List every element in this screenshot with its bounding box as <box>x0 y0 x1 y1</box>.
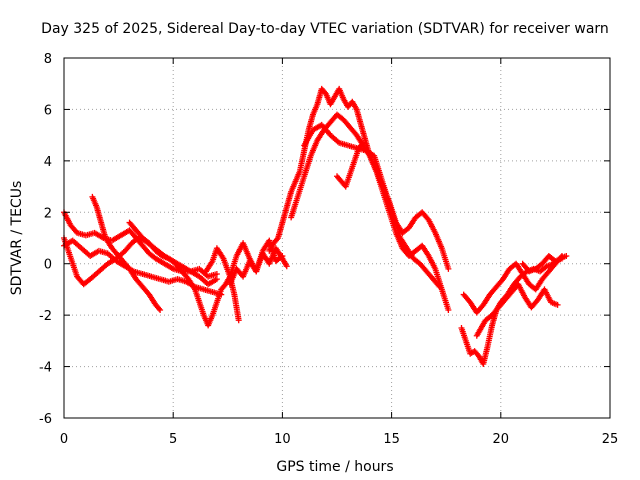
data-point <box>213 271 220 277</box>
series-track-1 <box>61 209 220 280</box>
chart-title: Day 325 of 2025, Sidereal Day-to-day VTE… <box>41 21 609 37</box>
data-point <box>273 236 280 243</box>
data-point <box>283 263 290 270</box>
series-track-14 <box>473 281 561 339</box>
data-point <box>360 139 367 146</box>
data-point <box>445 265 452 272</box>
x-tick-label: 5 <box>169 432 177 447</box>
data-point <box>235 317 242 324</box>
x-tick-label: 25 <box>602 432 619 447</box>
plot-frame <box>63 57 611 419</box>
y-axis-label: SDTVAR / TECUs <box>9 181 25 296</box>
data-point <box>435 282 442 289</box>
data-points <box>61 85 570 367</box>
series-track-4 <box>89 193 164 313</box>
series-track-15 <box>519 253 565 275</box>
series-track-7 <box>226 245 290 288</box>
series-track-10 <box>301 121 443 290</box>
x-tick-label: 10 <box>274 432 291 447</box>
y-tick-label: 6 <box>44 103 52 118</box>
y-tick-label: -2 <box>39 309 52 324</box>
x-axis-label: GPS time / hours <box>276 459 393 475</box>
y-tick-label: 4 <box>44 155 52 170</box>
series-track-8 <box>266 85 452 313</box>
axis-ticks: 0 5 10 15 20 25 -6 -4 -2 0 2 4 6 8 <box>39 52 618 447</box>
y-tick-label: 8 <box>44 52 52 67</box>
x-tick-label: 20 <box>493 432 510 447</box>
data-point <box>558 255 565 262</box>
data-point <box>213 276 220 283</box>
data-point <box>445 307 452 313</box>
series-track-13 <box>460 253 565 316</box>
y-tick-label: -6 <box>39 412 52 427</box>
data-point <box>157 307 164 313</box>
data-point <box>156 305 163 312</box>
series-track-5 <box>126 219 242 329</box>
y-tick-label: 2 <box>44 206 52 221</box>
x-tick-label: 0 <box>60 432 68 447</box>
data-point <box>436 283 443 290</box>
data-point <box>359 141 366 148</box>
grid-lines <box>64 58 610 418</box>
y-tick-label: -4 <box>39 361 52 376</box>
series-track-11 <box>334 139 367 190</box>
y-tick-label: 0 <box>44 258 52 273</box>
x-tick-label: 15 <box>383 432 400 447</box>
data-point <box>554 301 561 308</box>
